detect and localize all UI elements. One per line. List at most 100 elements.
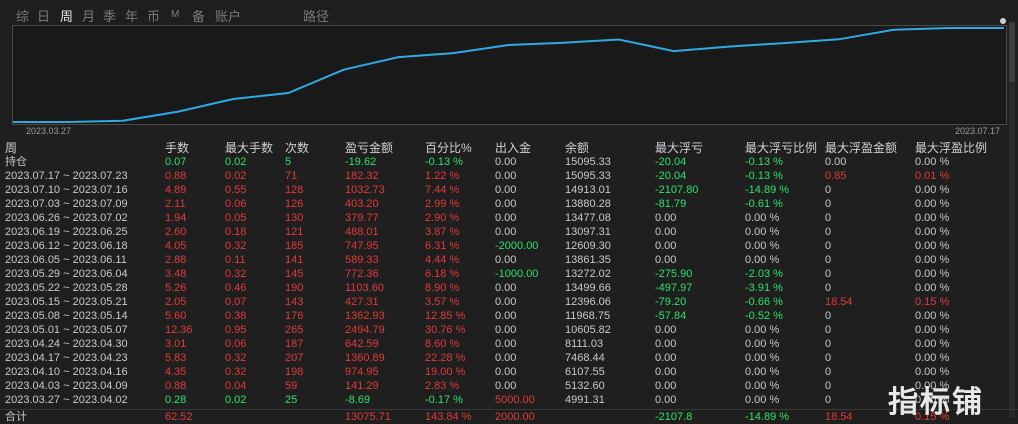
column-header: 余额	[565, 141, 590, 155]
table-cell: 0	[825, 268, 832, 280]
table-cell: 772.36	[345, 268, 379, 280]
table-cell: 0.00 %	[745, 380, 780, 392]
column-header: 最大浮盈金额	[825, 141, 898, 155]
table-cell: 0.00 %	[915, 268, 950, 280]
tab-4[interactable]: 季	[103, 9, 117, 24]
table-cell: 176	[285, 310, 304, 322]
table-cell: 12.36	[165, 324, 193, 336]
table-cell: 1.94	[165, 212, 187, 224]
table-cell: 2.90 %	[425, 212, 460, 224]
table-row[interactable]: 2023.06.19 ~ 2023.06.25 2.60 0.18 121 488.01…	[0, 225, 1018, 239]
table-cell: 6.31 %	[425, 240, 460, 252]
column-header: 百分比%	[425, 141, 472, 155]
vertical-scrollbar[interactable]	[1009, 22, 1015, 417]
table-cell: 2.88	[165, 254, 187, 266]
table-cell: 427.31	[345, 296, 379, 308]
table-cell: 0.00 %	[915, 226, 950, 238]
tab-7[interactable]: M	[171, 9, 180, 20]
table-cell: 0.55	[225, 184, 247, 196]
table-cell: 13880.28	[565, 198, 611, 210]
tab-6[interactable]: 币	[147, 9, 161, 24]
table-row[interactable]: 持仓 0.07 0.02 5 -19.62 -0.13 % 0.00 15095.33 -20.…	[0, 155, 1018, 169]
chart-end-date: 2023.07.17	[955, 126, 1001, 136]
tab-5[interactable]: 年	[125, 9, 139, 24]
table-row[interactable]: 2023.07.17 ~ 2023.07.23 0.88 0.02 71 182.32 1…	[0, 169, 1018, 183]
tab-10[interactable]: 路径	[303, 9, 330, 24]
table-row[interactable]: 2023.07.03 ~ 2023.07.09 2.11 0.06 126 403.20…	[0, 197, 1018, 211]
tab-0[interactable]: 综	[16, 9, 30, 24]
table-cell: 4.05	[165, 240, 187, 252]
table-row[interactable]: 2023.04.03 ~ 2023.04.09 0.88 0.04 59 141.29 2…	[0, 379, 1018, 393]
table-cell: 1032.73	[345, 184, 385, 196]
table-cell: 0.32	[225, 240, 247, 252]
chart-handle-icon[interactable]	[1000, 18, 1006, 24]
table-cell: -2000.00	[495, 240, 539, 252]
table-row[interactable]: 2023.04.17 ~ 2023.04.23 5.83 0.32 207 1360.8…	[0, 351, 1018, 365]
table-cell: 0.00 %	[915, 184, 950, 196]
table-row[interactable]: 2023.06.12 ~ 2023.06.18 4.05 0.32 185 747.95…	[0, 239, 1018, 253]
period-tab-bar: 综日周月季年币 M 备账户 路径	[0, 0, 1018, 26]
tab-8[interactable]: 备	[192, 9, 206, 24]
table-cell: 62.52	[165, 411, 193, 423]
table-cell: 126	[285, 198, 304, 210]
tab-9[interactable]: 账户	[215, 9, 242, 24]
table-row[interactable]: 2023.06.26 ~ 2023.07.02 1.94 0.05 130 379.77…	[0, 211, 1018, 225]
table-row[interactable]: 2023.05.22 ~ 2023.05.28 5.26 0.46 190 1103.6…	[0, 281, 1018, 295]
table-cell: 128	[285, 184, 304, 196]
table-cell: 3.01	[165, 338, 187, 350]
table-cell: 0.00	[495, 184, 517, 196]
table-cell: 143.84 %	[425, 411, 472, 423]
table-cell: 0.00	[655, 212, 677, 224]
table-cell: 0.00 %	[745, 338, 780, 350]
tab-1[interactable]: 日	[37, 9, 51, 24]
table-cell: -1000.00	[495, 268, 539, 280]
table-cell: 0.00 %	[745, 254, 780, 266]
table-row[interactable]: 2023.05.08 ~ 2023.05.14 5.60 0.38 176 1362.9…	[0, 309, 1018, 323]
table-row[interactable]: 2023.05.01 ~ 2023.05.07 12.36 0.95 265 2494.…	[0, 323, 1018, 337]
table-cell: 0.00	[495, 212, 517, 224]
table-cell: 265	[285, 324, 304, 336]
chart-start-date: 2023.03.27	[26, 126, 72, 136]
table-cell: 0.00 %	[745, 366, 780, 378]
table-cell: 488.01	[345, 226, 379, 238]
table-cell: 5132.60	[565, 380, 605, 392]
table-row[interactable]: 2023.04.24 ~ 2023.04.30 3.01 0.06 187 642.59…	[0, 337, 1018, 351]
table-cell: 0.00	[655, 352, 677, 364]
table-row[interactable]: 2023.04.10 ~ 2023.04.16 4.35 0.32 198 974.95…	[0, 365, 1018, 379]
table-cell: 2023.07.17 ~ 2023.07.23	[5, 170, 128, 182]
table-header-row[interactable]: 周 手数 最大手数 次数 盈亏金额 百分比% 出入金 余额 最大浮亏 最大浮亏比例 最大浮盈金额 最大…	[0, 141, 1018, 155]
table-cell: 0.32	[225, 268, 247, 280]
table-cell: -81.79	[655, 198, 687, 210]
table-row[interactable]: 2023.03.27 ~ 2023.04.02 0.28 0.02 25 -8.69 -0…	[0, 393, 1018, 407]
table-cell: 12609.30	[565, 240, 611, 252]
table-cell: 0.88	[165, 170, 187, 182]
table-cell: 59	[285, 380, 298, 392]
equity-chart	[12, 25, 1007, 125]
column-header: 次数	[285, 141, 310, 155]
table-cell: -0.17 %	[425, 394, 463, 406]
table-cell: -3.91 %	[745, 282, 783, 294]
table-cell: -497.97	[655, 282, 693, 294]
table-cell: 0.00 %	[745, 394, 780, 406]
table-cell: 13097.31	[565, 226, 611, 238]
watermark-logo: 指标铺	[888, 385, 984, 420]
table-cell: 0.00	[655, 324, 677, 336]
tab-2[interactable]: 周	[60, 9, 74, 24]
tab-3[interactable]: 月	[82, 9, 96, 24]
table-row[interactable]: 2023.07.10 ~ 2023.07.16 4.89 0.55 128 1032.7…	[0, 183, 1018, 197]
table-cell: 18.54	[825, 296, 853, 308]
total-row[interactable]: 合计 62.52 13075.71 143.84 % 2000.00 -2107.8 -14…	[0, 410, 1018, 424]
scrollbar-thumb[interactable]	[1009, 22, 1015, 82]
table-cell: 25	[285, 394, 298, 406]
table-cell: 0.00	[495, 156, 517, 168]
table-cell: -0.52 %	[745, 310, 783, 322]
table-cell: 14913.01	[565, 184, 611, 196]
table-row[interactable]: 2023.06.05 ~ 2023.06.11 2.88 0.11 141 589.33…	[0, 253, 1018, 267]
table-cell: 0.00	[495, 338, 517, 350]
table-cell: 143	[285, 296, 304, 308]
table-cell: 2023.06.12 ~ 2023.06.18	[5, 240, 128, 252]
table-row[interactable]: 2023.05.29 ~ 2023.06.04 3.48 0.32 145 772.36…	[0, 267, 1018, 281]
table-row[interactable]: 2023.05.15 ~ 2023.05.21 2.05 0.07 143 427.31…	[0, 295, 1018, 309]
table-cell: 0.00	[495, 282, 517, 294]
table-cell: -0.13 %	[745, 170, 783, 182]
